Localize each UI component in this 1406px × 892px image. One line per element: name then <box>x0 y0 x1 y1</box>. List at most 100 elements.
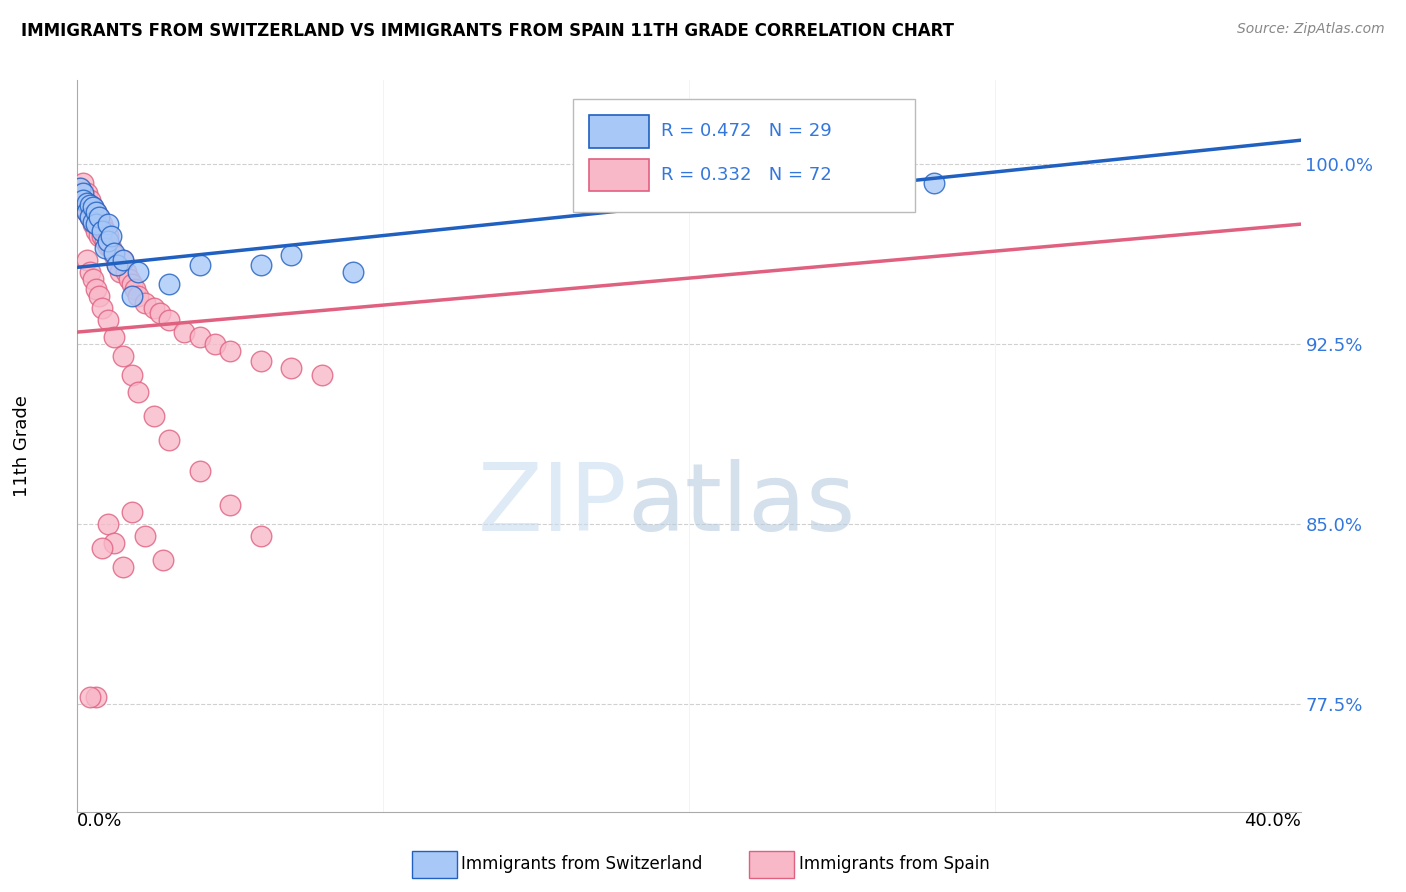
Point <box>121 368 143 383</box>
Point <box>84 217 107 231</box>
Point <box>69 181 91 195</box>
Point <box>100 241 122 255</box>
Point <box>69 186 91 200</box>
Point <box>152 553 174 567</box>
Point <box>97 234 120 248</box>
Point <box>87 210 110 224</box>
Point <box>79 193 101 207</box>
Point <box>740 181 762 195</box>
Point <box>311 368 333 383</box>
Point <box>76 205 98 219</box>
Point <box>79 690 101 704</box>
Text: Immigrants from Switzerland: Immigrants from Switzerland <box>461 855 703 873</box>
Point <box>97 313 120 327</box>
Point <box>90 224 112 238</box>
Point <box>76 205 98 219</box>
Point <box>157 277 180 292</box>
Point <box>79 198 101 212</box>
Text: R = 0.332   N = 72: R = 0.332 N = 72 <box>661 167 831 185</box>
Point <box>103 246 125 260</box>
Point <box>79 210 101 224</box>
Point <box>100 229 122 244</box>
Point <box>127 385 149 400</box>
Point <box>82 200 104 214</box>
Point <box>94 234 117 248</box>
Point <box>72 177 94 191</box>
Point <box>121 289 143 303</box>
Point <box>173 325 195 339</box>
Point <box>103 536 125 550</box>
Point <box>87 219 110 234</box>
Point <box>87 210 110 224</box>
Point <box>204 337 226 351</box>
Point <box>72 186 94 200</box>
Point <box>76 253 98 268</box>
Point <box>90 301 112 315</box>
Point <box>112 253 135 268</box>
Text: atlas: atlas <box>628 458 856 550</box>
Point <box>118 272 141 286</box>
Point <box>280 361 302 376</box>
Point <box>90 217 112 231</box>
Point <box>157 433 180 447</box>
Point <box>84 282 107 296</box>
Point <box>219 344 242 359</box>
Text: ZIP: ZIP <box>478 458 628 550</box>
Point <box>219 498 242 512</box>
Point <box>84 690 107 704</box>
Point <box>69 181 91 195</box>
Point <box>103 330 125 344</box>
Point <box>121 505 143 519</box>
Point <box>188 464 211 478</box>
Text: 40.0%: 40.0% <box>1244 812 1301 830</box>
Point <box>72 193 94 207</box>
FancyBboxPatch shape <box>589 115 648 147</box>
Point <box>94 241 117 255</box>
Point <box>97 217 120 231</box>
Point <box>82 272 104 286</box>
Point <box>922 177 945 191</box>
Point <box>94 224 117 238</box>
Point <box>84 205 107 219</box>
Point <box>84 215 107 229</box>
Point <box>84 224 107 238</box>
Text: Source: ZipAtlas.com: Source: ZipAtlas.com <box>1237 22 1385 37</box>
Point <box>82 215 104 229</box>
Point <box>280 248 302 262</box>
Point <box>108 265 131 279</box>
Point <box>87 229 110 244</box>
Text: 0.0%: 0.0% <box>77 812 122 830</box>
Point <box>112 560 135 574</box>
Point <box>105 258 128 272</box>
Point <box>84 205 107 219</box>
Point <box>342 265 364 279</box>
Point <box>149 306 172 320</box>
Point <box>134 296 156 310</box>
Point <box>112 349 135 363</box>
Point <box>82 210 104 224</box>
Text: R = 0.472   N = 29: R = 0.472 N = 29 <box>661 122 831 140</box>
Point <box>82 217 104 231</box>
FancyBboxPatch shape <box>589 160 648 192</box>
Point <box>250 529 273 543</box>
Point <box>188 258 211 272</box>
Point <box>76 195 98 210</box>
Point <box>142 301 165 315</box>
Point <box>134 529 156 543</box>
Point <box>97 516 120 531</box>
Point <box>124 282 146 296</box>
FancyBboxPatch shape <box>572 99 915 212</box>
Point <box>82 200 104 214</box>
Point <box>90 541 112 555</box>
Point <box>127 289 149 303</box>
Point <box>105 258 128 272</box>
Point <box>76 195 98 210</box>
Point <box>76 186 98 200</box>
Point <box>127 265 149 279</box>
Point <box>112 253 135 268</box>
Point <box>157 313 180 327</box>
Point <box>79 210 101 224</box>
Point <box>115 265 138 279</box>
Point <box>79 265 101 279</box>
Point <box>188 330 211 344</box>
